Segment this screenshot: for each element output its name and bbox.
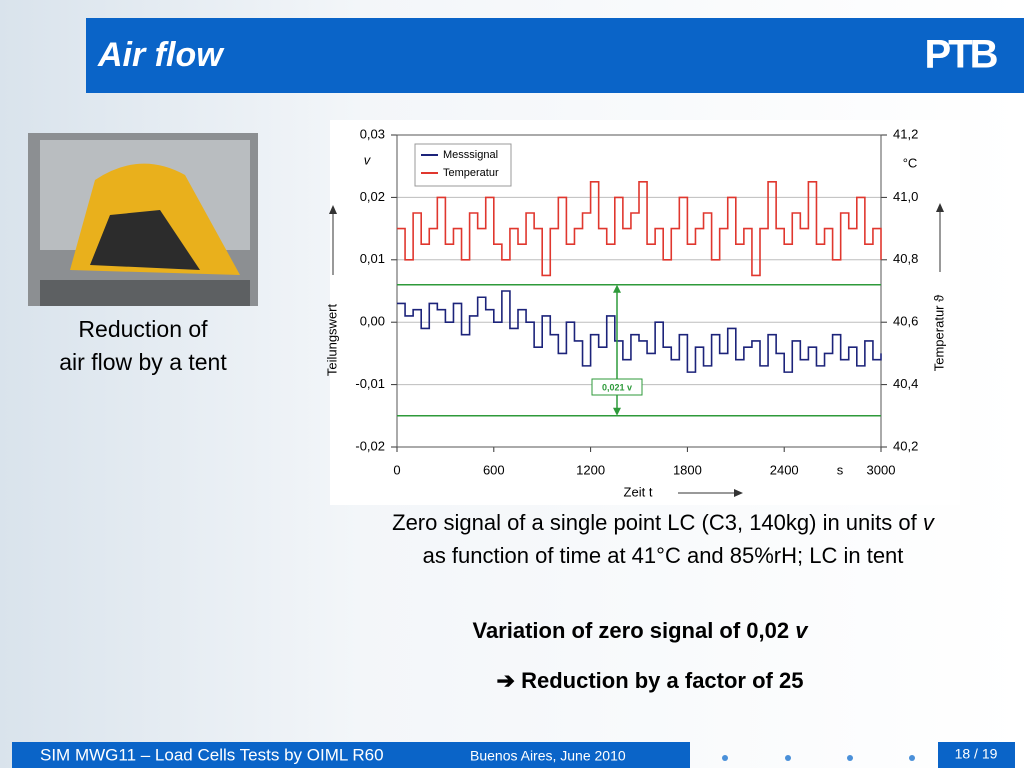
- footer-dots: [722, 755, 915, 761]
- y-tick-label: 0,02: [360, 189, 385, 204]
- slide-title: Air flow: [97, 36, 225, 74]
- axis-arrow-head: [734, 489, 743, 497]
- photo-caption: air flow by a tent: [59, 349, 227, 375]
- x-unit: s: [837, 462, 844, 477]
- y2-tick-label: 40,4: [893, 376, 918, 391]
- x-tick-label: 2400: [770, 462, 799, 477]
- series-line: [397, 290, 882, 373]
- chart: -0,02 -0,01 0,00 0,01 0,02 0,03 40,2 40,4 40,6 40…: [324, 126, 946, 499]
- page-box: [938, 742, 1015, 768]
- x-axis-label: Zeit t: [624, 484, 653, 499]
- caption: as function of time at 41°C and 85%rH; L…: [423, 543, 904, 568]
- y-tick-label: 0,03: [360, 126, 385, 141]
- conclusion: Variation of zero signal of 0,02 v: [472, 618, 809, 643]
- x-tick-label: 1200: [576, 462, 605, 477]
- y2-axis-label: Temperatur ϑ: [931, 294, 946, 371]
- annotation: 0,021 v: [602, 382, 632, 392]
- conclusion: ➔ Reduction by a factor of 25: [497, 668, 804, 693]
- x-tick-label: 0: [393, 462, 400, 477]
- axis-arrow-head: [936, 203, 944, 212]
- page-number: 18 / 19: [955, 746, 998, 762]
- range-arrow-head: [613, 407, 621, 416]
- y-unit: v: [364, 152, 372, 167]
- y-axis-label: Teilungswert: [324, 303, 339, 376]
- photo-caption: Reduction of: [78, 316, 208, 342]
- legend-label: Messsignal: [443, 149, 498, 161]
- x-tick-label: 1800: [673, 462, 702, 477]
- footer-bar: [12, 742, 690, 768]
- photo: [28, 133, 258, 306]
- y-tick-label: -0,01: [355, 376, 385, 391]
- conclusion-symbol: v: [795, 618, 809, 643]
- y2-unit: °C: [903, 155, 918, 170]
- y2-tick-label: 40,2: [893, 438, 918, 453]
- plot-frame: [396, 134, 882, 448]
- x-tick-label: 600: [483, 462, 505, 477]
- footer-date: Buenos Aires, June 2010: [470, 748, 626, 764]
- footer-title: SIM MWG11 – Load Cells Tests by OIML R60: [40, 745, 384, 764]
- caption-text: Zero signal of a single point LC (C3, 14…: [392, 510, 918, 535]
- caption: Zero signal of a single point LC (C3, 14…: [392, 510, 936, 535]
- legend-label: Temperatur: [443, 167, 499, 179]
- y2-tick-label: 41,0: [893, 189, 918, 204]
- y-tick-label: -0,02: [355, 438, 385, 453]
- y-tick-label: 0,01: [360, 251, 385, 266]
- annotation-box: [591, 378, 643, 396]
- header-bar: [86, 18, 1024, 93]
- y2-tick-label: 40,8: [893, 251, 918, 266]
- axis-arrow-head: [329, 205, 337, 214]
- y2-tick-label: 40,6: [893, 314, 918, 329]
- y-tick-label: 0,00: [360, 314, 385, 329]
- series-line: [397, 181, 882, 277]
- conclusion-text: Variation of zero signal of 0,02: [472, 618, 789, 643]
- range-arrow-head: [613, 284, 621, 293]
- y2-tick-label: 41,2: [893, 126, 918, 141]
- caption-symbol: v: [923, 510, 936, 535]
- logo: PTB: [925, 33, 998, 77]
- x-tick-label: 3000: [867, 462, 896, 477]
- legend-box: [414, 143, 512, 187]
